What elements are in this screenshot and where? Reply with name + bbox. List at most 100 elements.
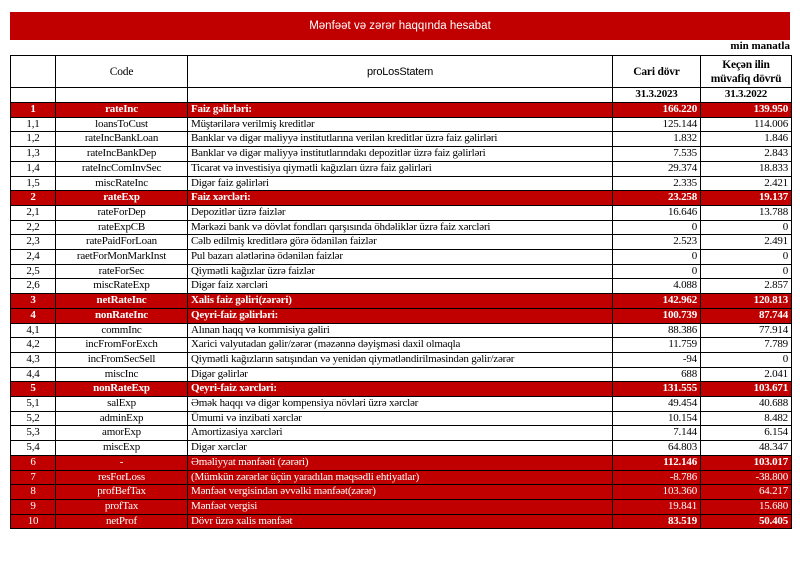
date-empty (10, 87, 56, 103)
row-current-value: 125.144 (612, 116, 701, 133)
row-number: 1 (10, 102, 56, 118)
row-number: 5,2 (10, 410, 56, 427)
table-row: 1,2 rateIncBankLoan Banklar və digər maliy… (10, 131, 792, 148)
row-previous-value: 48.347 (700, 440, 792, 456)
row-number: 4,3 (10, 351, 56, 368)
row-previous-value: 87.744 (700, 307, 792, 324)
row-number: 5 (10, 381, 56, 398)
row-code: profTax (55, 498, 188, 515)
table-row: 2,6 miscRateExp Digər faiz xərcləri 4.088 2.… (10, 278, 792, 295)
table-row: 2,5 rateForSec Qiymətli kağızlar üzrə faiz… (10, 263, 792, 280)
header-statement: proLosStatem (187, 55, 613, 88)
row-label: Digər faiz xərcləri (187, 278, 613, 295)
row-label: Qeyri-faiz gəlirləri: (187, 307, 613, 324)
row-code: rateIncBankLoan (55, 131, 188, 148)
row-label: Müştərilərə verilmiş kreditlər (187, 116, 613, 133)
table-row: 6- Əməliyyat mənfəəti (zərəri) 112.146 103.… (10, 454, 792, 471)
row-code: netProf (55, 513, 188, 530)
row-label: Qeyri-faiz xərcləri: (187, 381, 613, 398)
row-label: Xalis faiz gəliri(zərəri) (187, 293, 613, 309)
row-number: 2,2 (10, 219, 56, 236)
row-previous-value: 1.846 (700, 131, 792, 148)
row-number: 2,3 (10, 234, 56, 251)
row-code: incFromSecSell (55, 351, 188, 368)
unit-label: min manatla (730, 40, 790, 52)
row-current-value: 83.519 (612, 513, 701, 530)
table-row: 2,1 rateForDep Depozitlər üzrə faizlər 16.6… (10, 204, 792, 221)
row-previous-value: 19.137 (700, 190, 792, 206)
row-previous-value: 18.833 (700, 160, 792, 177)
row-label: Alınan haqq və kommisiya gəliri (187, 322, 613, 339)
row-previous-value: 103.017 (700, 454, 792, 471)
row-current-value: 0 (612, 263, 701, 280)
row-code: salExp (55, 396, 188, 412)
row-previous-value: 2.857 (700, 278, 792, 295)
row-previous-value: 120.813 (700, 293, 792, 309)
row-previous-value: 0 (700, 249, 792, 265)
row-number: 1,1 (10, 116, 56, 133)
row-label: Banklar və digər maliyyə institutlarında… (187, 146, 613, 162)
row-number: 2,4 (10, 249, 56, 265)
date-empty (187, 87, 613, 103)
row-previous-value: 0 (700, 351, 792, 368)
row-number: 1,2 (10, 131, 56, 148)
row-current-value: 1.832 (612, 131, 701, 148)
row-label: Mərkəzi bank və dövlət fondları qarşısın… (187, 219, 613, 236)
row-previous-value: 2.843 (700, 146, 792, 162)
row-number: 4,4 (10, 366, 56, 383)
table-row: 5 nonRateExp Qeyri-faiz xərcləri: 131.555 10… (10, 381, 792, 398)
row-code: - (55, 454, 188, 471)
table-row: 5,4 miscExp Digər xərclər 64.803 48.347 (10, 440, 792, 456)
row-previous-value: 6.154 (700, 425, 792, 442)
row-current-value: 10.154 (612, 410, 701, 427)
header-current: Cari dövr (612, 55, 701, 88)
row-code: incFromForExch (55, 337, 188, 353)
row-code: miscInc (55, 366, 188, 383)
row-code: resForLoss (55, 469, 188, 486)
row-current-value: 49.454 (612, 396, 701, 412)
row-current-value: 7.535 (612, 146, 701, 162)
row-code: amorExp (55, 425, 188, 442)
row-code: nonRateExp (55, 381, 188, 398)
row-label: Cəlb edilmiş kreditlərə görə ödənilən fa… (187, 234, 613, 251)
row-code: rateIncBankDep (55, 146, 188, 162)
table-row: 1,3 rateIncBankDep Banklar və digər maliyy… (10, 146, 792, 162)
row-label: Digər xərclər (187, 440, 613, 456)
table-row: 4,3 incFromSecSell Qiymətli kağızların sat… (10, 351, 792, 368)
row-number: 2 (10, 190, 56, 206)
row-label: Faiz xərcləri: (187, 190, 613, 206)
row-current-value: 19.841 (612, 498, 701, 515)
row-current-value: 29.374 (612, 160, 701, 177)
row-label: Dövr üzrə xalis mənfəət (187, 513, 613, 530)
row-label: Ümumi və inzibati xərclər (187, 410, 613, 427)
row-current-value: 0 (612, 249, 701, 265)
row-label: Amortizasiya xərcləri (187, 425, 613, 442)
row-label: Mənfəət vergisi (187, 498, 613, 515)
row-current-value: 166.220 (612, 102, 701, 118)
row-current-value: 16.646 (612, 204, 701, 221)
row-previous-value: 15.680 (700, 498, 792, 515)
row-number: 1,5 (10, 175, 56, 192)
row-previous-value: 77.914 (700, 322, 792, 339)
row-previous-value: 103.671 (700, 381, 792, 398)
row-label: Qiymətli kağızlar üzrə faizlər (187, 263, 613, 280)
row-number: 5,3 (10, 425, 56, 442)
row-label: (Mümkün zərərlər üçün yaradılan məqsədli… (187, 469, 613, 486)
row-number: 1,4 (10, 160, 56, 177)
row-code: miscRateInc (55, 175, 188, 192)
row-label: Xarici valyutadan gəlir/zərər (məzənnə d… (187, 337, 613, 353)
row-number: 7 (10, 469, 56, 486)
row-label: Mənfəət vergisindən əvvəlki mənfəət(zərə… (187, 484, 613, 500)
row-current-value: 0 (612, 219, 701, 236)
header-code: Code (55, 55, 188, 88)
row-code: rateInc (55, 102, 188, 118)
header-no (10, 55, 56, 88)
row-number: 5,4 (10, 440, 56, 456)
row-code: netRateInc (55, 293, 188, 309)
table-row: 2,3 ratePaidForLoan Cəlb edilmiş kreditlər… (10, 234, 792, 251)
table-row: 4,4 miscInc Digər gəlirlər 688 2.041 (10, 366, 792, 383)
table-row: 5,3 amorExp Amortizasiya xərcləri 7.144 6.15… (10, 425, 792, 442)
row-code: loansToCust (55, 116, 188, 133)
row-previous-value: 13.788 (700, 204, 792, 221)
row-code: profBefTax (55, 484, 188, 500)
